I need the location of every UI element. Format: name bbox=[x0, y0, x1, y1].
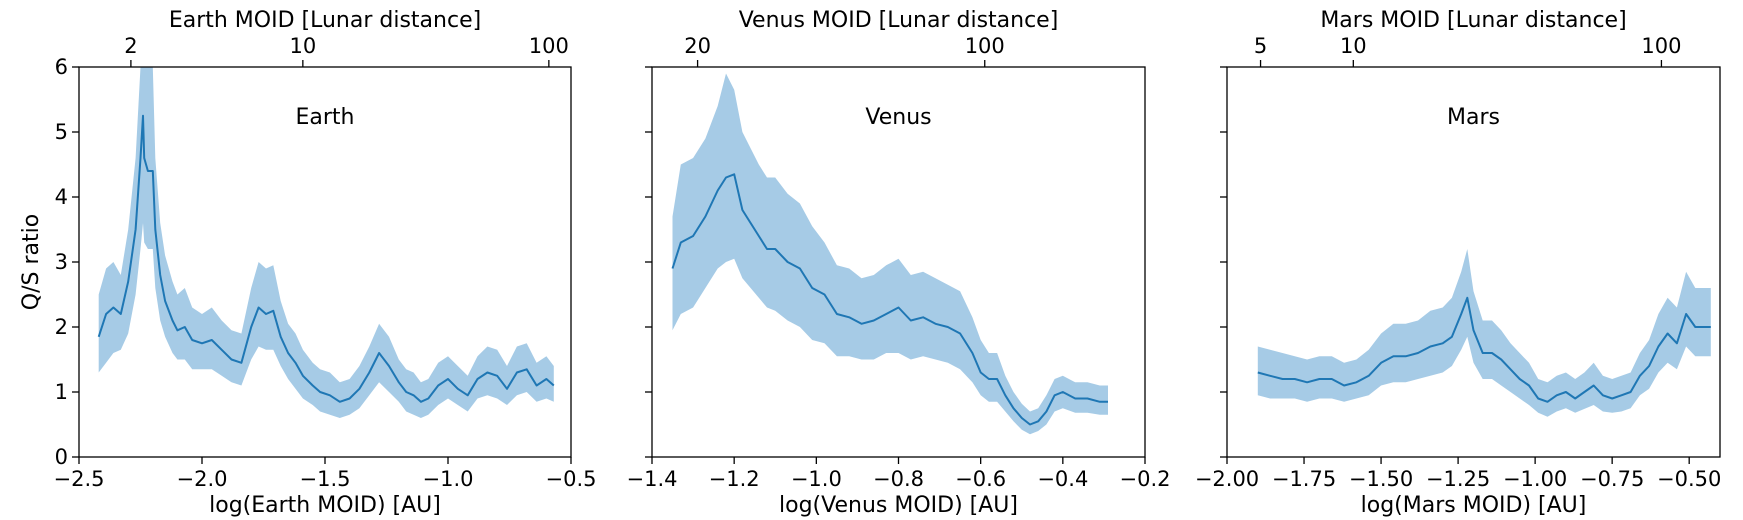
confidence-band bbox=[98, 67, 554, 418]
x-tick-label: −1.0 bbox=[791, 467, 842, 491]
y-tick-label: 3 bbox=[55, 250, 68, 274]
x-tick-label: −1.2 bbox=[709, 467, 760, 491]
panel-mars: −2.00 −1.75 −1.50 −1.25 −1.00 −0.75 −0.50 5 10 10… bbox=[1195, 8, 1722, 518]
x-tick-label: −1.4 bbox=[627, 467, 678, 491]
x-tick-label: −0.2 bbox=[1120, 467, 1171, 491]
panel-annotation: Venus bbox=[865, 105, 931, 130]
x-tick-label: −1.0 bbox=[423, 467, 474, 491]
y-tick-label: 2 bbox=[55, 315, 68, 339]
x-tick-label: −2.5 bbox=[54, 467, 105, 491]
top-tick-label: 100 bbox=[965, 34, 1005, 58]
x-tick-label: −2.0 bbox=[177, 467, 228, 491]
panel-annotation: Mars bbox=[1447, 105, 1500, 130]
top-tick-label: 20 bbox=[684, 34, 711, 58]
x-tick-label: −1.00 bbox=[1503, 467, 1567, 491]
x-axis-label: log(Venus MOID) [AU] bbox=[779, 493, 1018, 518]
series-line bbox=[671, 173, 1108, 426]
top-tick-label: 5 bbox=[1254, 34, 1267, 58]
y-tick-label: 4 bbox=[55, 185, 68, 209]
panel-venus: −1.4 −1.2 −1.0 −0.8 −0.6 −0.4 −0.2 20 100 log(Ven… bbox=[627, 8, 1171, 518]
x-tick-label: −0.4 bbox=[1037, 467, 1088, 491]
y-tick-label: 0 bbox=[55, 445, 68, 469]
x-axis-label: log(Mars MOID) [AU] bbox=[1361, 493, 1587, 518]
panel-earth: −2.5 −2.0 −1.5 −1.0 −0.5 0 1 2 3 4 5 6 2 10 100 log(Ear… bbox=[54, 8, 597, 518]
y-tick-label: 5 bbox=[55, 120, 68, 144]
x-axis-label: log(Earth MOID) [AU] bbox=[209, 493, 441, 518]
series-line bbox=[97, 114, 555, 403]
x-tick-label: −1.25 bbox=[1426, 467, 1490, 491]
series-line bbox=[1257, 296, 1711, 403]
top-tick-label: 100 bbox=[1641, 34, 1681, 58]
x-tick-label: −1.75 bbox=[1272, 467, 1336, 491]
top-axis-label: Venus MOID [Lunar distance] bbox=[739, 8, 1059, 33]
confidence-band bbox=[1257, 249, 1711, 417]
x-tick-label: −2.00 bbox=[1195, 467, 1259, 491]
top-tick-label: 10 bbox=[289, 34, 316, 58]
top-tick-label: 100 bbox=[529, 34, 569, 58]
x-tick-label: −0.8 bbox=[873, 467, 924, 491]
confidence-band bbox=[672, 73, 1108, 435]
top-tick-label: 2 bbox=[124, 34, 137, 58]
y-axis-label: Q/S ratio bbox=[19, 214, 44, 310]
y-tick-label: 1 bbox=[55, 380, 68, 404]
x-tick-label: −0.6 bbox=[955, 467, 1006, 491]
x-tick-label: −1.5 bbox=[300, 467, 351, 491]
top-tick-label: 10 bbox=[1340, 34, 1367, 58]
x-tick-label: −0.50 bbox=[1657, 467, 1721, 491]
x-tick-label: −1.50 bbox=[1349, 467, 1413, 491]
panel-annotation: Earth bbox=[296, 105, 355, 130]
top-axis-label: Mars MOID [Lunar distance] bbox=[1320, 8, 1626, 33]
y-tick-label: 6 bbox=[55, 55, 68, 79]
top-axis-label: Earth MOID [Lunar distance] bbox=[169, 8, 481, 33]
x-tick-label: −0.5 bbox=[546, 467, 597, 491]
x-tick-label: −0.75 bbox=[1580, 467, 1644, 491]
